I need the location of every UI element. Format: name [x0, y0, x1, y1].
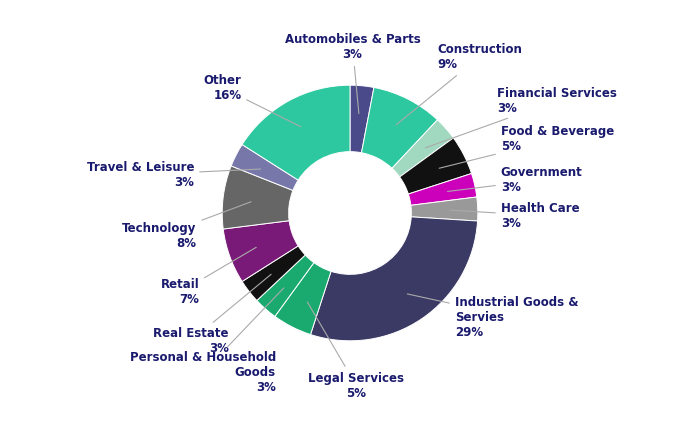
Wedge shape	[392, 120, 454, 177]
Text: Legal Services
5%: Legal Services 5%	[307, 302, 405, 400]
Text: Government
3%: Government 3%	[447, 166, 582, 194]
Wedge shape	[311, 217, 477, 341]
Wedge shape	[275, 262, 331, 334]
Wedge shape	[361, 87, 438, 168]
Text: Health Care
3%: Health Care 3%	[450, 201, 580, 230]
Wedge shape	[411, 197, 478, 221]
Text: Financial Services
3%: Financial Services 3%	[426, 86, 617, 148]
Wedge shape	[242, 85, 350, 180]
Wedge shape	[242, 246, 305, 300]
Wedge shape	[223, 221, 298, 282]
Text: Food & Beverage
5%: Food & Beverage 5%	[439, 125, 614, 168]
Text: Retail
7%: Retail 7%	[160, 248, 256, 306]
Text: Industrial Goods &
Servies
29%: Industrial Goods & Servies 29%	[407, 294, 578, 339]
Text: Construction
9%: Construction 9%	[396, 43, 522, 125]
Wedge shape	[231, 144, 298, 190]
Text: Other
16%: Other 16%	[204, 74, 301, 127]
Text: Personal & Household
Goods
3%: Personal & Household Goods 3%	[130, 288, 284, 394]
Text: Travel & Leisure
3%: Travel & Leisure 3%	[87, 161, 260, 189]
Text: Real Estate
3%: Real Estate 3%	[153, 274, 271, 355]
Wedge shape	[408, 173, 477, 205]
Wedge shape	[257, 255, 314, 317]
Wedge shape	[222, 166, 293, 229]
Wedge shape	[350, 85, 374, 153]
Text: Technology
8%: Technology 8%	[122, 202, 251, 250]
Wedge shape	[400, 138, 472, 194]
Text: Automobiles & Parts
3%: Automobiles & Parts 3%	[285, 33, 421, 114]
